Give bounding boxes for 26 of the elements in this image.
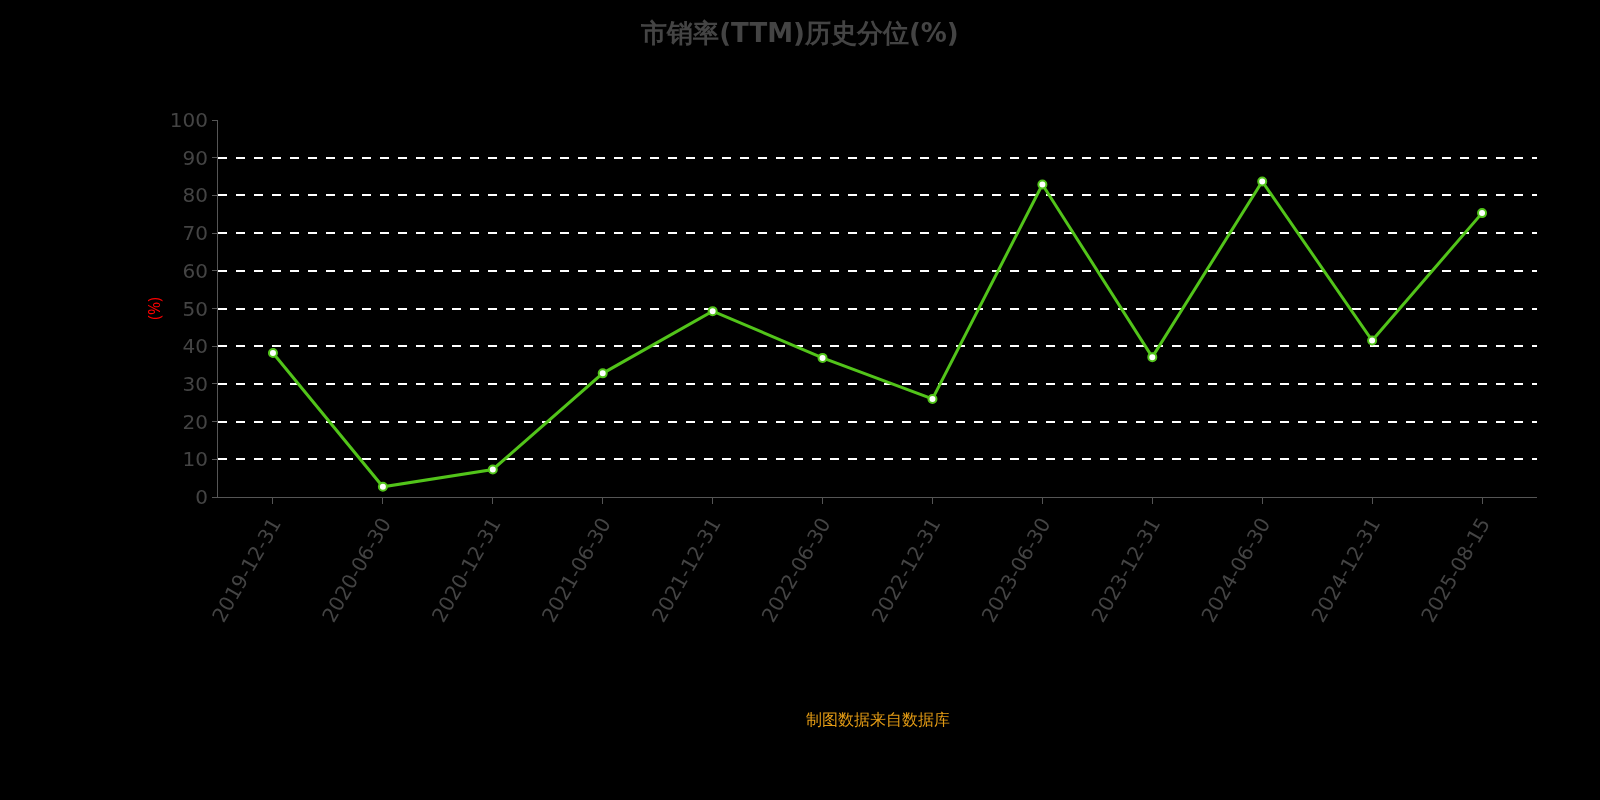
y-tick-label: 0 xyxy=(195,485,208,509)
y-tick-label: 20 xyxy=(182,409,208,434)
point xyxy=(707,306,718,317)
y-tick-label: 80 xyxy=(182,183,208,208)
point xyxy=(1257,176,1268,187)
y-tick-label: 90 xyxy=(182,145,208,170)
point xyxy=(1147,352,1158,363)
y-axis-title: (%) xyxy=(142,296,165,320)
point xyxy=(817,352,828,363)
point xyxy=(267,347,278,358)
text: 制图数据来自数据库 xyxy=(806,710,950,729)
point xyxy=(597,368,608,379)
y-tick-label: 30 xyxy=(182,371,208,396)
point xyxy=(1037,179,1048,190)
point xyxy=(1477,208,1488,219)
point xyxy=(377,481,388,492)
point xyxy=(927,393,938,404)
chart-title: 市销率(TTM)历史分位(%) xyxy=(640,18,959,49)
y-tick-label: 70 xyxy=(182,221,208,246)
point xyxy=(487,464,498,475)
y-tick-label: 40 xyxy=(182,334,208,359)
y-tick-label: 60 xyxy=(182,258,208,283)
point xyxy=(1367,335,1378,346)
y-tick-label: 50 xyxy=(182,296,208,321)
y-tick-label: 100 xyxy=(169,108,208,132)
y-tick-label: 10 xyxy=(182,447,208,472)
